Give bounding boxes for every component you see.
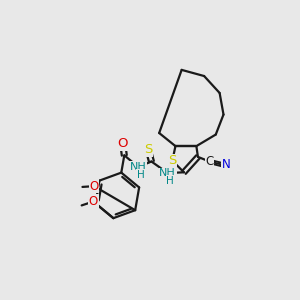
Text: H: H bbox=[137, 169, 145, 180]
Text: O: O bbox=[89, 195, 98, 208]
Text: NH: NH bbox=[159, 168, 176, 178]
Text: N: N bbox=[222, 158, 231, 171]
Text: C: C bbox=[206, 155, 214, 168]
Text: S: S bbox=[168, 154, 176, 167]
Text: S: S bbox=[144, 143, 152, 157]
Text: O: O bbox=[89, 180, 99, 193]
Text: H: H bbox=[166, 176, 174, 186]
Text: NH: NH bbox=[130, 162, 147, 172]
Text: O: O bbox=[118, 137, 128, 150]
